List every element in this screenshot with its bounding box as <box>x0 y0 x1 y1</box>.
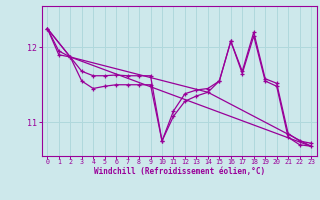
X-axis label: Windchill (Refroidissement éolien,°C): Windchill (Refroidissement éolien,°C) <box>94 167 265 176</box>
